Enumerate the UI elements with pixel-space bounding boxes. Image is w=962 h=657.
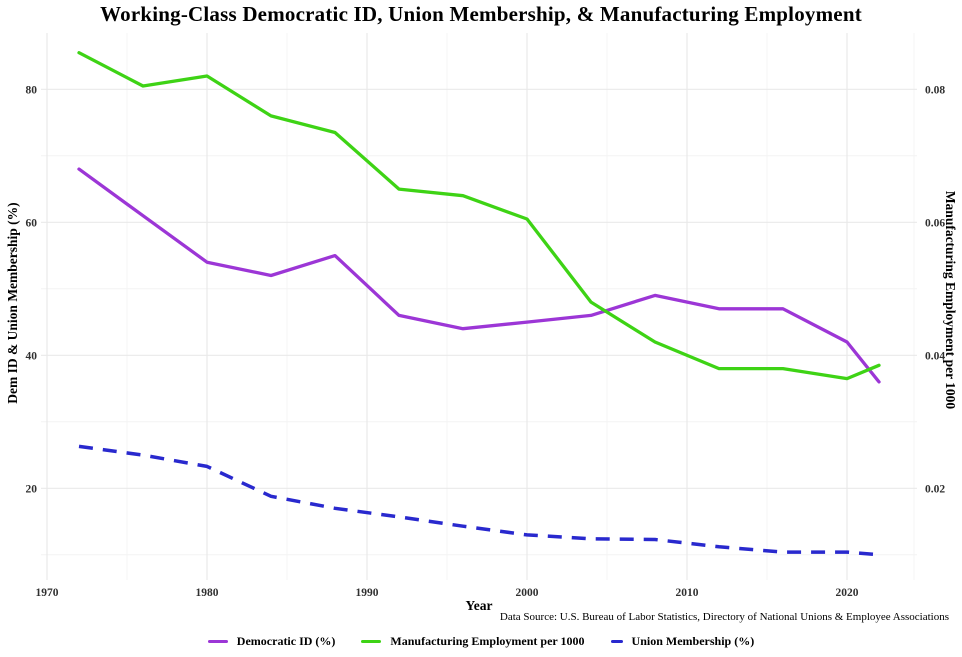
x-axis-title: Year: [465, 598, 493, 613]
series-line-union-membership: [78, 444, 880, 557]
y-right-tick-label: 0.06: [925, 217, 945, 229]
y-right-tick-label: 0.08: [925, 84, 945, 96]
series-line-manufacturing-employment-per-1000: [77, 51, 881, 381]
series-line-democratic-id: [77, 167, 881, 384]
legend-label: Union Membership (%): [631, 634, 755, 648]
x-tick-label: 1970: [36, 587, 59, 599]
legend-label: Manufacturing Employment per 1000: [390, 634, 585, 648]
y-left-tick-label: 20: [26, 483, 38, 495]
x-tick-label: 2000: [516, 587, 539, 599]
y-axis-left-title: Dem ID & Union Membership (%): [5, 202, 20, 404]
legend-item-manufacturing: Manufacturing Employment per 1000: [361, 634, 585, 649]
y-right-tick-label: 0.02: [925, 483, 945, 495]
x-tick-label: 2010: [676, 587, 699, 599]
y-right-tick-label: 0.04: [925, 350, 945, 362]
line-swatch-icon: [207, 639, 228, 644]
legend: Democratic ID (%) Manufacturing Employme…: [0, 634, 962, 649]
y-left-tick-label: 60: [26, 217, 38, 229]
legend-label: Democratic ID (%): [236, 634, 336, 648]
x-tick-label: 2020: [836, 587, 859, 599]
data-source-caption: Data Source: U.S. Bureau of Labor Statis…: [499, 611, 949, 623]
line-swatch-icon: [610, 639, 623, 644]
chart-title: Working-Class Democratic ID, Union Membe…: [100, 2, 862, 26]
x-tick-label: 1980: [196, 587, 219, 599]
legend-item-democratic-id: Democratic ID (%): [207, 634, 336, 649]
legend-item-union: Union Membership (%): [610, 634, 755, 649]
y-left-tick-label: 80: [26, 84, 38, 96]
line-swatch-icon: [361, 639, 382, 644]
x-tick-label: 1990: [356, 587, 379, 599]
y-axis-right-title: Manufacturing Employment per 1000: [943, 190, 958, 410]
y-left-tick-label: 40: [26, 350, 38, 362]
